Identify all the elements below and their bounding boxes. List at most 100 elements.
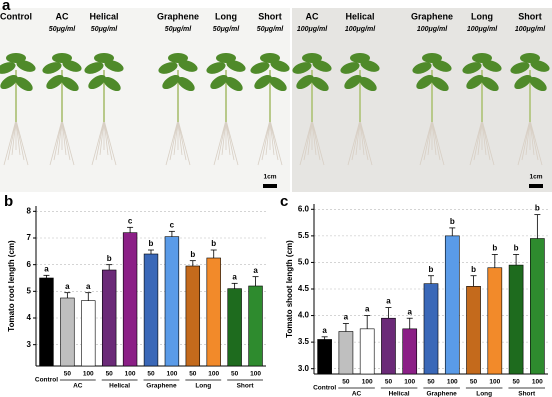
- root: [99, 119, 105, 156]
- bar: [402, 328, 418, 375]
- bar: [359, 328, 375, 375]
- leaf: [269, 76, 287, 92]
- root: [427, 119, 433, 156]
- leaf: [0, 62, 16, 74]
- leaf: [16, 60, 36, 72]
- significance-letter: a: [86, 282, 91, 291]
- root: [61, 119, 71, 161]
- root: [177, 119, 187, 161]
- root: [307, 119, 313, 156]
- plant-label: AC: [306, 11, 319, 21]
- significance-letter: c: [128, 216, 133, 225]
- leaf: [168, 53, 188, 63]
- bar: [227, 288, 242, 367]
- x-tick-label: 100: [125, 371, 136, 378]
- root: [91, 119, 105, 166]
- x-tick-label: 100: [208, 371, 219, 378]
- y-tick-label: 6.0: [298, 204, 310, 213]
- bar: [317, 339, 332, 375]
- group-label: Control: [313, 385, 336, 392]
- significance-letter: a: [408, 307, 413, 316]
- x-tick-label: 100: [489, 379, 500, 386]
- root: [103, 119, 113, 161]
- dose-label: 100μg/ml: [515, 26, 546, 33]
- root: [481, 119, 495, 166]
- group-label: Helical: [389, 391, 410, 397]
- leaf: [88, 74, 106, 90]
- root: [529, 119, 539, 161]
- leaf: [250, 62, 270, 74]
- leaf: [296, 74, 314, 90]
- root: [221, 119, 227, 156]
- root: [529, 119, 543, 166]
- leaf: [62, 60, 82, 72]
- root: [225, 119, 231, 156]
- x-tick-label: 50: [470, 379, 478, 386]
- root: [359, 119, 373, 166]
- significance-letter: c: [170, 220, 175, 229]
- dose-label: 50μg/ml: [165, 26, 192, 33]
- bar: [338, 331, 354, 375]
- group-label: Short: [518, 391, 536, 397]
- root: [521, 119, 531, 161]
- leaf: [514, 74, 532, 90]
- significance-letter: b: [429, 265, 434, 274]
- plant-label: Graphene: [157, 11, 199, 21]
- root: [481, 119, 487, 156]
- leaf: [472, 53, 492, 63]
- leaf: [177, 76, 195, 92]
- significance-letter: b: [471, 265, 476, 274]
- bar: [508, 264, 524, 375]
- bar: [81, 300, 96, 367]
- leaf: [510, 62, 530, 74]
- root: [61, 119, 75, 166]
- group-label: AC: [73, 383, 83, 390]
- leaf: [462, 62, 482, 74]
- plant-label: Long: [471, 11, 493, 21]
- plant-label: Graphene: [411, 11, 453, 21]
- leaf: [178, 60, 198, 72]
- root: [169, 119, 179, 161]
- dose-label: 50μg/ml: [257, 26, 284, 33]
- y-tick-label: 3.5: [298, 337, 310, 346]
- root: [261, 119, 271, 161]
- x-tick-label: 100: [83, 371, 94, 378]
- group-label: Long: [476, 391, 492, 397]
- root: [57, 119, 63, 156]
- root: [53, 119, 63, 161]
- bar: [60, 297, 75, 367]
- leaf: [206, 62, 226, 74]
- significance-letter: a: [232, 272, 237, 281]
- root: [423, 119, 433, 161]
- significance-letter: a: [65, 282, 70, 291]
- bar: [101, 269, 117, 367]
- root: [311, 119, 317, 156]
- root: [103, 119, 109, 156]
- scale-bar: [263, 184, 277, 188]
- y-axis-title: Tomato root length (cm): [7, 240, 16, 332]
- group-label: Helical: [109, 383, 130, 390]
- leaf: [312, 60, 332, 72]
- leaf: [340, 62, 360, 74]
- root: [431, 119, 441, 161]
- dose-label: 100μg/ml: [345, 26, 376, 33]
- y-tick-label: 5: [27, 286, 32, 295]
- root: [347, 119, 361, 166]
- group-label: Control: [35, 377, 58, 384]
- root: [481, 119, 491, 161]
- leaf: [481, 76, 499, 92]
- leaf: [158, 62, 178, 74]
- significance-letter: b: [514, 244, 519, 253]
- y-tick-label: 4.0: [298, 311, 310, 320]
- leaf: [482, 60, 502, 72]
- bar: [423, 283, 439, 375]
- leaf: [416, 74, 434, 90]
- significance-letter: b: [107, 254, 112, 263]
- group-label: Graphene: [146, 383, 177, 390]
- bar: [530, 238, 545, 375]
- panel-label: b: [4, 193, 13, 210]
- x-tick-label: 50: [342, 379, 350, 386]
- dose-label: 50μg/ml: [213, 26, 240, 33]
- leaf: [61, 76, 79, 92]
- leaf: [344, 74, 362, 90]
